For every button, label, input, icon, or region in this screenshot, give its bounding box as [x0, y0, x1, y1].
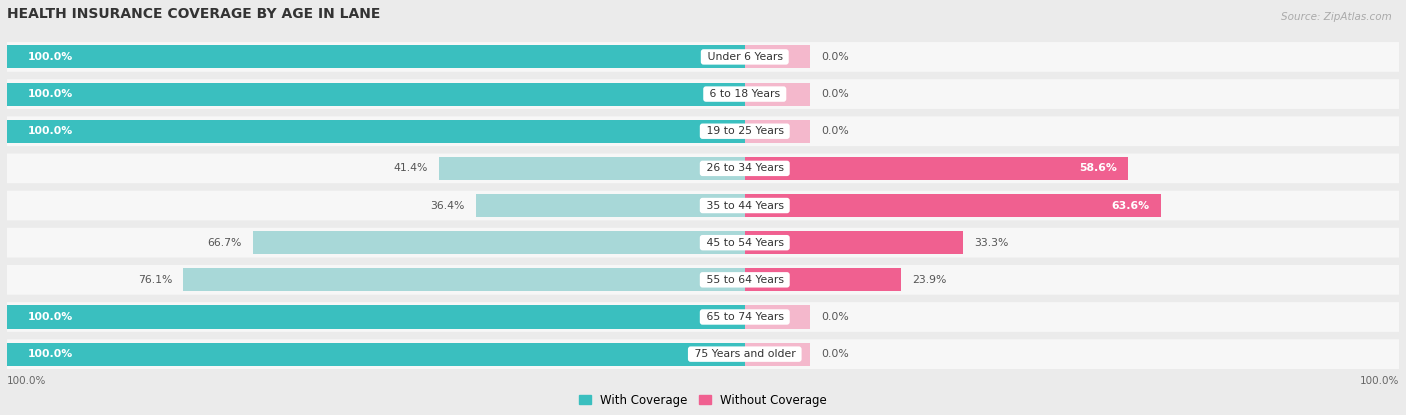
Bar: [745, 157, 1128, 180]
Text: 100.0%: 100.0%: [28, 349, 73, 359]
Text: HEALTH INSURANCE COVERAGE BY AGE IN LANE: HEALTH INSURANCE COVERAGE BY AGE IN LANE: [7, 7, 380, 21]
FancyBboxPatch shape: [7, 228, 1399, 258]
Text: 100.0%: 100.0%: [28, 52, 73, 62]
Text: 75 Years and older: 75 Years and older: [690, 349, 799, 359]
Bar: [745, 231, 963, 254]
Bar: [745, 269, 901, 291]
Bar: [745, 305, 810, 329]
Text: 65 to 74 Years: 65 to 74 Years: [703, 312, 787, 322]
Text: 35 to 44 Years: 35 to 44 Years: [703, 200, 787, 210]
Text: 100.0%: 100.0%: [7, 376, 46, 386]
Bar: [745, 83, 810, 105]
FancyBboxPatch shape: [7, 116, 1399, 146]
Bar: [7, 83, 745, 105]
Bar: [7, 343, 745, 366]
FancyBboxPatch shape: [7, 79, 1399, 109]
FancyBboxPatch shape: [7, 42, 1399, 72]
Text: 66.7%: 66.7%: [207, 238, 242, 248]
Bar: [439, 157, 745, 180]
Text: 45 to 54 Years: 45 to 54 Years: [703, 238, 787, 248]
Text: Under 6 Years: Under 6 Years: [703, 52, 786, 62]
Text: 19 to 25 Years: 19 to 25 Years: [703, 126, 787, 136]
Text: 0.0%: 0.0%: [821, 126, 849, 136]
Bar: [477, 194, 745, 217]
Text: Source: ZipAtlas.com: Source: ZipAtlas.com: [1281, 12, 1392, 22]
FancyBboxPatch shape: [7, 265, 1399, 295]
FancyBboxPatch shape: [7, 190, 1399, 220]
Text: 55 to 64 Years: 55 to 64 Years: [703, 275, 787, 285]
Bar: [7, 45, 745, 68]
Text: 26 to 34 Years: 26 to 34 Years: [703, 164, 787, 173]
Bar: [7, 120, 745, 143]
Text: 0.0%: 0.0%: [821, 52, 849, 62]
Text: 41.4%: 41.4%: [394, 164, 429, 173]
Text: 0.0%: 0.0%: [821, 312, 849, 322]
Bar: [745, 343, 810, 366]
Text: 76.1%: 76.1%: [138, 275, 172, 285]
FancyBboxPatch shape: [7, 154, 1399, 183]
Bar: [745, 120, 810, 143]
Text: 100.0%: 100.0%: [1360, 376, 1399, 386]
Text: 6 to 18 Years: 6 to 18 Years: [706, 89, 783, 99]
Text: 23.9%: 23.9%: [912, 275, 946, 285]
Text: 100.0%: 100.0%: [28, 89, 73, 99]
Bar: [7, 305, 745, 329]
Legend: With Coverage, Without Coverage: With Coverage, Without Coverage: [574, 389, 832, 411]
Text: 0.0%: 0.0%: [821, 89, 849, 99]
Text: 36.4%: 36.4%: [430, 200, 465, 210]
Text: 33.3%: 33.3%: [974, 238, 1008, 248]
Bar: [253, 231, 745, 254]
Bar: [745, 194, 1161, 217]
Text: 100.0%: 100.0%: [28, 312, 73, 322]
Bar: [745, 45, 810, 68]
FancyBboxPatch shape: [7, 302, 1399, 332]
Text: 0.0%: 0.0%: [821, 349, 849, 359]
FancyBboxPatch shape: [7, 339, 1399, 369]
Text: 58.6%: 58.6%: [1080, 164, 1116, 173]
Text: 100.0%: 100.0%: [28, 126, 73, 136]
Text: 63.6%: 63.6%: [1112, 200, 1150, 210]
Bar: [183, 269, 745, 291]
